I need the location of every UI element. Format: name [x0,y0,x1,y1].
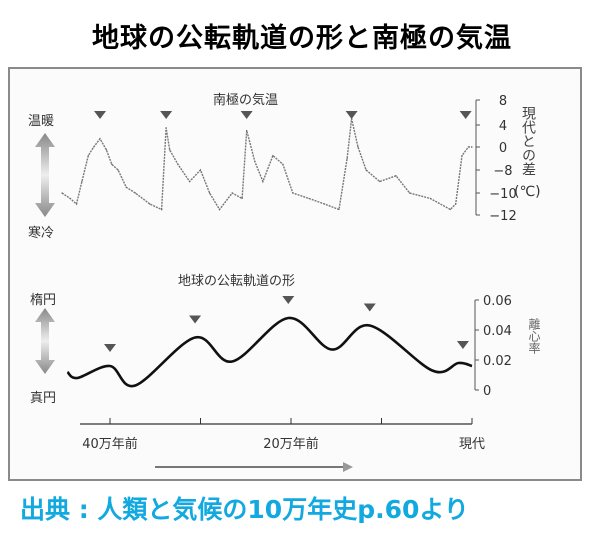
peak-marker-icon [459,111,472,119]
figure-frame [8,67,582,481]
top-y-tick-label: −12 [489,209,516,224]
temperature-point [189,180,191,183]
temperature-point [93,146,95,148]
temperature-point [125,186,127,188]
peak-marker-icon [240,111,253,119]
bottom-chart-title: 地球の公転軌道の形 [178,274,296,289]
peak-marker-icon [104,344,116,352]
page-title: 地球の公転軌道の形と南極の気温 [92,23,512,54]
temperature-point [99,138,101,140]
peak-marker-icon [160,111,173,119]
temperature-point [449,208,451,211]
temperature-point [241,197,243,200]
peak-marker-icon [456,341,469,349]
temperature-point [61,192,63,194]
temperature-point [461,155,463,157]
top-y-tick-label: 8 [499,94,507,109]
temperature-point [357,146,359,148]
bottom-y-tick-label: 0 [483,384,491,399]
temperature-point [117,169,119,171]
peak-marker-icon [189,315,202,324]
temperature-point [81,180,83,183]
top-chart-title: 南極の気温 [213,93,279,108]
bottom-y-tick-label: 0.04 [483,324,512,339]
temperature-point [105,149,107,151]
temperature-point [272,155,274,157]
top-y-tick-label: 4 [499,119,507,134]
temperature-point [246,129,248,132]
peak-marker-icon [282,296,295,304]
temperature-point [379,180,381,183]
top-y-tick-label: −8 [493,164,512,179]
top-y-tick-label: 0 [499,141,507,156]
temperature-point [338,208,340,211]
temperature-point [408,192,411,194]
peak-marker-icon [363,303,376,312]
temperature-point [149,203,151,205]
ellipse-circle-arrow-icon [35,308,55,374]
temperature-point [231,192,233,194]
temperature-point [87,155,89,157]
top-ylabel: 現代との差 [520,106,536,176]
top-y-tick-label: −10 [489,187,516,202]
temperature-point [169,149,171,151]
warm-label: 温暖 [28,114,55,129]
temperature-point [292,192,294,194]
bottom-y-tick-label: 0.06 [483,294,512,309]
temperature-point [165,127,167,129]
ellipse-label: 楕円 [30,293,57,308]
temperature-point [471,146,473,148]
temperature-point [218,208,221,211]
temperature-point [262,180,264,183]
temperature-point [208,192,211,194]
temperature-point [134,192,136,194]
temperature-point [455,203,457,205]
temperature-point [69,197,71,200]
temperature-point [75,203,78,205]
top-yunit: (℃) [514,184,541,200]
temperature-point [323,203,326,205]
temperature-point [282,163,284,165]
temperature-point [395,175,397,177]
temperature-point [254,160,256,162]
temperature-point [346,157,348,160]
time-axis-label: 40万年前 [82,436,138,452]
temperature-point [199,169,202,171]
time-axis-label: 現代 [459,437,485,452]
bottom-ylabel: 離心率 [527,318,541,354]
bottom-y-tick-label: 0.02 [483,354,512,369]
temperature-point [467,146,469,148]
peak-marker-icon [94,111,107,119]
temperature-point [160,208,163,211]
warm-cold-arrow-icon [35,133,55,217]
cold-label: 寒冷 [28,226,55,241]
temperature-point [308,197,310,200]
temperature-point [365,169,367,171]
orbit-eccentricity-chart: 0.06 0.04 0.02 0 40万年前 20万年前 現代 [66,294,512,452]
peak-marker-icon [345,111,358,119]
circle-label: 真円 [30,391,57,406]
eccentricity-line [66,316,473,388]
temperature-point [429,197,431,200]
antarctic-temperature-chart: 8 4 0 −8 −10 −12 [61,94,517,224]
temperature-point [177,163,179,165]
temperature-point [111,163,113,165]
time-axis-label: 20万年前 [263,436,319,452]
time-direction-arrow-icon [155,462,353,472]
temperature-line [61,118,472,211]
source-citation: 出典 : 人類と気候の10万年史p.60より [20,495,469,524]
